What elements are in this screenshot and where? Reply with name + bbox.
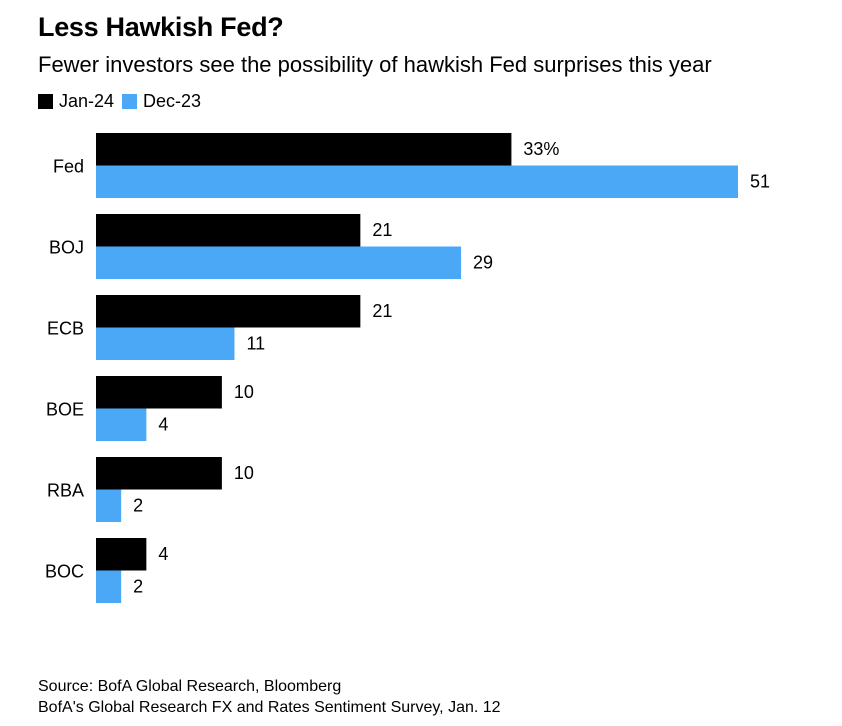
chart-subtitle: Fewer investors see the possibility of h… [38, 52, 712, 77]
bar-dec-23-fed [96, 165, 738, 198]
legend-swatch-jan-24 [38, 94, 53, 109]
category-label-fed: Fed [53, 157, 84, 177]
data-label-dec-23-rba: 2 [133, 496, 143, 516]
data-label-jan-24-fed: 33% [523, 139, 559, 159]
data-label-dec-23-fed: 51 [750, 172, 770, 192]
category-label-ecb: ECB [47, 319, 84, 339]
data-label-dec-23-boj: 29 [473, 253, 493, 273]
bar-dec-23-boj [96, 246, 462, 279]
legend-swatch-dec-23 [122, 94, 138, 109]
bar-jan-24-boe [96, 376, 222, 409]
survey-note: BofA's Global Research FX and Rates Sent… [38, 699, 501, 716]
legend-label-dec-23: Dec-23 [143, 91, 202, 111]
bar-jan-24-fed [96, 133, 512, 166]
chart-footer: Source: BofA Global Research, Bloomberg … [38, 676, 501, 718]
bar-jan-24-boc [96, 538, 147, 571]
bar-jan-24-boj [96, 214, 361, 247]
source-note: Source: BofA Global Research, Bloomberg [38, 678, 342, 695]
data-label-dec-23-ecb: 11 [246, 334, 265, 354]
data-label-jan-24-boj: 21 [372, 220, 392, 240]
bar-dec-23-boc [96, 570, 122, 603]
data-label-dec-23-boe: 4 [158, 415, 168, 435]
bar-dec-23-boe [96, 408, 147, 441]
data-label-jan-24-boc: 4 [158, 544, 168, 564]
legend-item-jan-24: Jan-24 [38, 91, 114, 112]
bar-jan-24-ecb [96, 295, 361, 328]
category-label-boe: BOE [46, 400, 84, 420]
data-label-jan-24-ecb: 21 [372, 301, 392, 321]
category-label-boc: BOC [45, 562, 84, 582]
data-label-jan-24-rba: 10 [234, 463, 254, 483]
data-label-jan-24-boe: 10 [234, 382, 254, 402]
data-label-dec-23-boc: 2 [133, 577, 143, 597]
chart-legend: Jan-24 Dec-23 [38, 91, 209, 112]
bar-dec-23-ecb [96, 327, 235, 360]
category-label-boj: BOJ [49, 238, 84, 258]
chart-title: Less Hawkish Fed? [38, 12, 284, 42]
category-label-rba: RBA [47, 481, 84, 501]
legend-label-jan-24: Jan-24 [59, 91, 115, 111]
bar-dec-23-rba [96, 489, 122, 522]
legend-item-dec-23: Dec-23 [122, 91, 201, 112]
bar-jan-24-rba [96, 457, 222, 490]
